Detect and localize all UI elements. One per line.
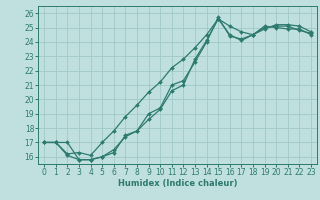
- X-axis label: Humidex (Indice chaleur): Humidex (Indice chaleur): [118, 179, 237, 188]
